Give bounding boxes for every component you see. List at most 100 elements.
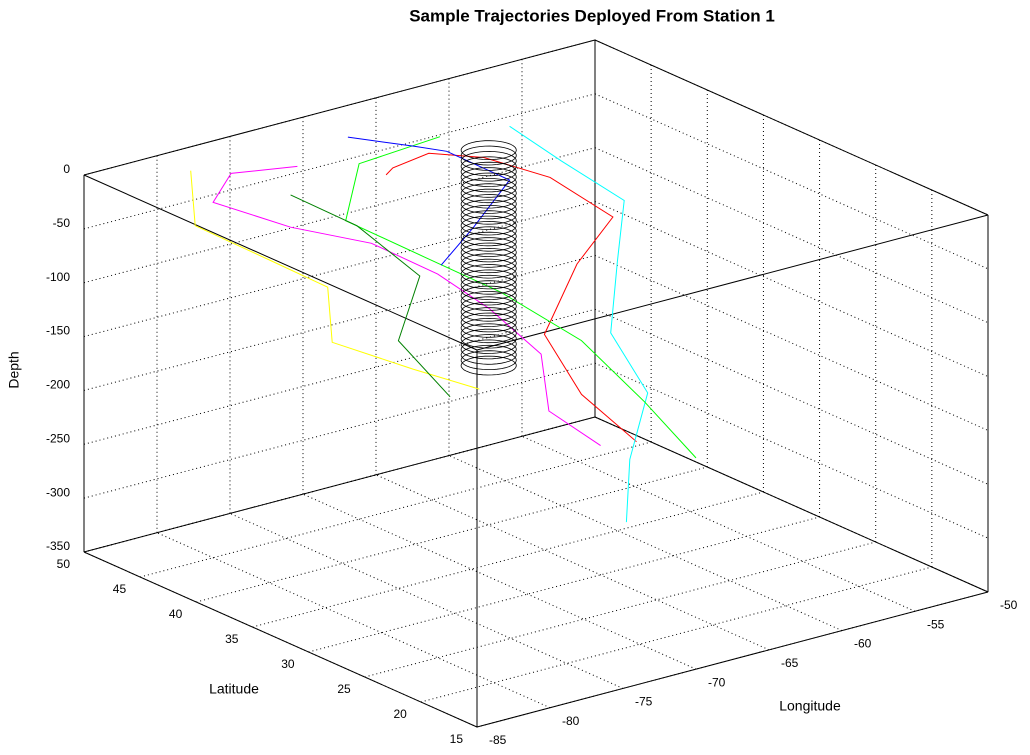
z-tick-label: -200 bbox=[46, 378, 70, 392]
deployment-ring bbox=[460, 215, 517, 236]
z-tick-label: -50 bbox=[53, 216, 71, 230]
grid-line bbox=[83, 362, 596, 499]
x-tick-label: -75 bbox=[635, 695, 653, 709]
trajectory bbox=[290, 194, 451, 398]
deployment-ring bbox=[460, 226, 517, 247]
box-edge bbox=[476, 591, 989, 728]
chart-title: Sample Trajectories Deployed From Statio… bbox=[409, 6, 775, 25]
deployment-ring bbox=[460, 237, 517, 257]
y-tick-label: 25 bbox=[337, 682, 351, 696]
grid-line bbox=[594, 362, 989, 539]
trajectory bbox=[385, 152, 637, 443]
deployment-ring bbox=[460, 269, 517, 290]
grid-line bbox=[83, 308, 596, 445]
deployment-ring bbox=[460, 188, 517, 209]
deployment-ring bbox=[460, 317, 517, 338]
deployment-ring bbox=[460, 172, 517, 193]
grid-line bbox=[252, 491, 764, 628]
trajectory bbox=[190, 170, 480, 390]
deployment-ring bbox=[460, 253, 517, 274]
y-tick-label: 45 bbox=[113, 582, 127, 596]
grid-line bbox=[308, 516, 820, 653]
deployment-ring bbox=[460, 220, 517, 241]
deployment-ring bbox=[460, 307, 517, 328]
x-tick-label: -65 bbox=[781, 656, 799, 670]
trajectory bbox=[347, 136, 511, 266]
deployment-ring bbox=[460, 344, 517, 365]
y-tick-label: 15 bbox=[450, 732, 464, 746]
grid-line bbox=[420, 566, 932, 703]
y-tick-label: 35 bbox=[225, 632, 239, 646]
grid-line bbox=[196, 466, 708, 603]
trajectory bbox=[509, 125, 649, 523]
deployment-ring bbox=[460, 156, 517, 177]
box-edge bbox=[83, 174, 478, 351]
deployment-ring bbox=[460, 258, 517, 279]
deployment-ring bbox=[460, 140, 517, 161]
box-edge bbox=[83, 551, 478, 728]
z-tick-label: -350 bbox=[46, 539, 70, 553]
grid-line bbox=[140, 441, 652, 578]
deployment-ring bbox=[460, 339, 517, 360]
grid-line bbox=[375, 474, 770, 651]
z-tick-label: -150 bbox=[46, 324, 70, 338]
grid-line bbox=[594, 147, 989, 324]
deployment-ring bbox=[460, 355, 517, 376]
deployment-ring bbox=[460, 161, 517, 182]
box-edge bbox=[594, 39, 989, 216]
y-tick-label: 50 bbox=[57, 557, 71, 571]
deployment-ring bbox=[460, 247, 517, 268]
deployment-ring bbox=[460, 312, 517, 333]
x-tick-label: -55 bbox=[927, 617, 945, 631]
deployment-ring bbox=[460, 350, 517, 371]
deployment-ring bbox=[460, 167, 517, 187]
x-tick-label: -85 bbox=[489, 733, 507, 747]
deployment-ring bbox=[460, 280, 517, 301]
grid-line bbox=[364, 541, 876, 678]
deployment-ring bbox=[460, 264, 517, 284]
grid-line bbox=[594, 308, 989, 485]
deployment-ring bbox=[460, 334, 517, 354]
deployment-ring bbox=[460, 145, 517, 166]
z-tick-label: -300 bbox=[46, 485, 70, 499]
deployment-ring bbox=[460, 242, 517, 263]
deployment-ring bbox=[460, 204, 517, 225]
grid-line bbox=[594, 93, 989, 270]
x-tick-label: -50 bbox=[1000, 598, 1018, 612]
grid-line bbox=[83, 93, 596, 230]
x-tick-label: -60 bbox=[854, 637, 872, 651]
grid-line bbox=[302, 493, 697, 670]
trajectory bbox=[212, 165, 601, 447]
box-edge bbox=[594, 416, 989, 593]
deployment-ring bbox=[460, 301, 517, 322]
box-edge bbox=[476, 214, 989, 351]
y-axis-label: Latitude bbox=[209, 681, 259, 697]
deployment-ring bbox=[460, 328, 517, 349]
deployment-ring bbox=[460, 323, 517, 344]
z-tick-label: -250 bbox=[46, 431, 70, 445]
x-tick-label: -70 bbox=[708, 675, 726, 689]
deployment-ring bbox=[460, 285, 517, 306]
grid-line bbox=[594, 201, 989, 378]
grid-line bbox=[83, 147, 596, 284]
z-axis-label: Depth bbox=[6, 351, 22, 388]
deployment-ring bbox=[460, 150, 517, 171]
box-edge bbox=[83, 39, 596, 176]
deployment-ring bbox=[460, 177, 517, 198]
x-axis-label: Longitude bbox=[779, 698, 841, 714]
z-tick-label: 0 bbox=[63, 162, 70, 176]
deployment-ring bbox=[460, 231, 517, 252]
deployment-ring bbox=[460, 194, 517, 214]
box-edge bbox=[83, 416, 596, 553]
grid-line bbox=[83, 254, 596, 391]
z-tick-label: -100 bbox=[46, 270, 70, 284]
grid-line bbox=[83, 201, 596, 338]
y-tick-label: 40 bbox=[169, 607, 183, 621]
deployment-ring bbox=[460, 296, 517, 317]
grid-line bbox=[594, 254, 989, 431]
deployment-ring bbox=[460, 183, 517, 204]
trajectory bbox=[345, 136, 697, 459]
deployment-ring bbox=[460, 210, 517, 231]
y-tick-label: 20 bbox=[393, 707, 407, 721]
